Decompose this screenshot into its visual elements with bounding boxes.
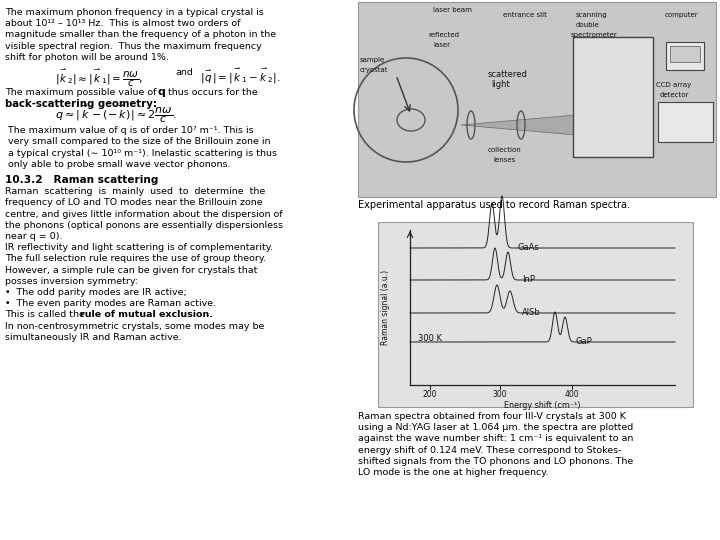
Text: 300 K: 300 K (418, 334, 442, 343)
Text: The full selection rule requires the use of group theory.: The full selection rule requires the use… (5, 254, 266, 264)
Text: Energy shift (cm⁻¹): Energy shift (cm⁻¹) (504, 401, 580, 410)
Text: Experimental apparatus used to record Raman spectra.: Experimental apparatus used to record Ra… (358, 200, 630, 210)
Bar (378, 222, 693, 407)
Text: The maximum possible value of: The maximum possible value of (5, 88, 160, 97)
Text: about 10¹² – 10¹³ Hz.  This is almost two orders of: about 10¹² – 10¹³ Hz. This is almost two… (5, 19, 240, 28)
Text: $|\overset{\rightharpoonup}{k}_2| \approx |\overset{\rightharpoonup}{k}_1| = \df: $|\overset{\rightharpoonup}{k}_2| \appro… (55, 66, 143, 89)
Text: cryostat: cryostat (360, 67, 389, 73)
Polygon shape (461, 115, 576, 135)
Text: only able to probe small wave vector phonons.: only able to probe small wave vector pho… (5, 160, 230, 169)
Text: sample: sample (360, 57, 385, 63)
Text: In non-centrosymmetric crystals, some modes may be: In non-centrosymmetric crystals, some mo… (5, 322, 264, 330)
Text: laser beam: laser beam (433, 7, 472, 13)
Bar (670, 46, 700, 62)
Text: 300: 300 (492, 390, 508, 399)
Bar (658, 102, 713, 142)
Text: detector: detector (660, 92, 689, 98)
Text: the phonons (optical ponons are essentially dispersionless: the phonons (optical ponons are essentia… (5, 221, 283, 230)
Text: The maximum value of q is of order 10⁷ m⁻¹. This is: The maximum value of q is of order 10⁷ m… (5, 126, 253, 135)
Text: and: and (175, 68, 193, 77)
Text: a typical crystal (∼ 10¹⁰ m⁻¹). Inelastic scattering is thus: a typical crystal (∼ 10¹⁰ m⁻¹). Inelasti… (5, 148, 277, 158)
Text: spectrometer: spectrometer (571, 32, 618, 38)
Text: •  The odd parity modes are IR active;: • The odd parity modes are IR active; (5, 288, 186, 297)
Text: $\mathbf{q}$: $\mathbf{q}$ (157, 87, 166, 99)
Text: entrance slit: entrance slit (503, 12, 547, 18)
Text: LO mode is the one at higher frequency.: LO mode is the one at higher frequency. (358, 468, 549, 477)
Text: computer: computer (665, 12, 698, 18)
Text: against the wave number shift: 1 cm⁻¹ is equivalent to an: against the wave number shift: 1 cm⁻¹ is… (358, 434, 634, 443)
Text: very small compared to the size of the Brillouin zone in: very small compared to the size of the B… (5, 137, 271, 146)
Text: GaP: GaP (575, 337, 592, 346)
Text: back-scattering geometry:: back-scattering geometry: (5, 99, 157, 109)
Text: frequency of LO and TO modes near the Brillouin zone: frequency of LO and TO modes near the Br… (5, 198, 263, 207)
Text: 400: 400 (564, 390, 580, 399)
Text: visible spectral region.  Thus the maximum frequency: visible spectral region. Thus the maximu… (5, 42, 262, 51)
Text: posses inversion symmetry:: posses inversion symmetry: (5, 277, 138, 286)
Text: 10.3.2   Raman scattering: 10.3.2 Raman scattering (5, 175, 158, 185)
Bar (358, 2, 716, 197)
Text: Raman  scattering  is  mainly  used  to  determine  the: Raman scattering is mainly used to deter… (5, 187, 265, 196)
Text: IR reflectivity and light scattering is of complementarity.: IR reflectivity and light scattering is … (5, 243, 273, 252)
Text: energy shift of 0.124 meV. These correspond to Stokes-: energy shift of 0.124 meV. These corresp… (358, 446, 621, 455)
Text: lenses: lenses (493, 157, 516, 163)
Text: $q \approx |\overset{\rightharpoonup}{k} - (-\overset{\rightharpoonup}{k})| \app: $q \approx |\overset{\rightharpoonup}{k}… (55, 102, 177, 125)
Text: simultaneously IR and Raman active.: simultaneously IR and Raman active. (5, 333, 181, 342)
Text: light: light (491, 80, 510, 89)
Text: reflected: reflected (428, 32, 459, 38)
Text: centre, and gives little information about the dispersion of: centre, and gives little information abo… (5, 210, 283, 219)
Text: •  The even parity modes are Raman active.: • The even parity modes are Raman active… (5, 299, 216, 308)
Text: $|\overset{\rightharpoonup}{q}| = |\overset{\rightharpoonup}{k}_1 - \overset{\ri: $|\overset{\rightharpoonup}{q}| = |\over… (200, 66, 281, 86)
Text: The maximum phonon frequency in a typical crystal is: The maximum phonon frequency in a typica… (5, 8, 264, 17)
Text: scattered: scattered (488, 70, 528, 79)
Text: laser: laser (433, 42, 450, 48)
Text: double: double (576, 22, 600, 28)
Text: Raman signal (a.u.): Raman signal (a.u.) (382, 269, 390, 345)
Text: rule of mutual exclusion.: rule of mutual exclusion. (80, 310, 213, 319)
Text: thus occurs for the: thus occurs for the (165, 88, 258, 97)
Text: 200: 200 (423, 390, 437, 399)
Text: collection: collection (488, 147, 522, 153)
Text: shifted signals from the TO phonons and LO phonons. The: shifted signals from the TO phonons and … (358, 457, 634, 466)
Text: GaAs: GaAs (518, 243, 540, 252)
Text: CCD array: CCD array (656, 82, 691, 88)
Text: magnitude smaller than the frequency of a photon in the: magnitude smaller than the frequency of … (5, 30, 276, 39)
Text: scanning: scanning (576, 12, 608, 18)
Text: This is called the: This is called the (5, 310, 88, 319)
Text: Raman spectra obtained from four III-V crystals at 300 K: Raman spectra obtained from four III-V c… (358, 412, 626, 421)
Text: However, a simple rule can be given for crystals that: However, a simple rule can be given for … (5, 266, 257, 275)
Text: using a Nd:YAG laser at 1.064 μm. the spectra are plotted: using a Nd:YAG laser at 1.064 μm. the sp… (358, 423, 634, 432)
Text: AlSb: AlSb (522, 308, 541, 317)
Bar (666, 42, 704, 70)
Text: shift for photon will be around 1%.: shift for photon will be around 1%. (5, 53, 169, 62)
Text: near q = 0).: near q = 0). (5, 232, 63, 241)
Bar (573, 37, 653, 157)
Text: InP: InP (522, 275, 535, 284)
